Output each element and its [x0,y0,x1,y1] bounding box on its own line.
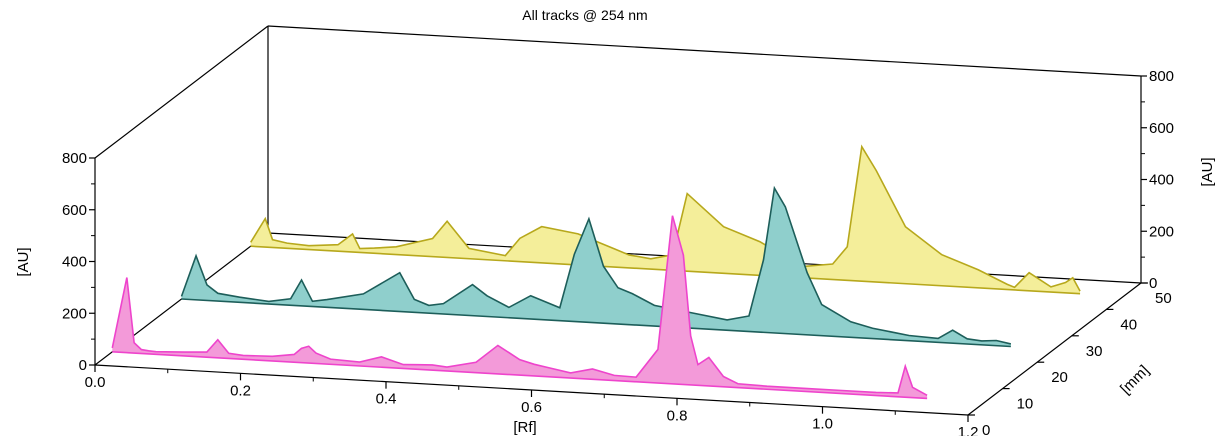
x-tick-label: 0.8 [667,407,688,424]
top-left-depth-line [94,25,269,159]
y-axis-label-left: [AU] [15,247,32,276]
z-tick-label: 40 [1120,316,1137,333]
series-baseline [250,245,1081,295]
y-tick-label-right: 600 [1149,120,1174,137]
series-layer [111,144,1081,400]
z-tick-label: 50 [1155,290,1172,307]
y-tick-label-right: 800 [1149,68,1174,85]
x-tick-label: 0.4 [376,391,397,408]
x-tick-label: 0.0 [85,374,106,391]
y-tick-label-left: 0 [79,357,87,374]
y-tick-label-right: 0 [1149,275,1157,292]
series-line [250,144,1081,292]
y-tick-label-right: 200 [1149,223,1174,240]
z-tick-label: 20 [1051,369,1068,386]
x-tick-label: 0.6 [521,399,542,416]
y-axis-label-right: [AU] [1199,157,1216,186]
y-tick-label-right: 400 [1149,172,1174,189]
y-tick-label-left: 400 [62,254,87,271]
z-tick-label: 0 [982,422,990,436]
series-line [111,215,928,397]
z-tick-label: 10 [1017,396,1034,413]
z-axis [967,282,1142,416]
series-baseline [181,298,1011,348]
series-area [250,146,1081,294]
series-line [180,185,1012,345]
x-tick-label: 0.2 [230,382,251,399]
chart-title: All tracks @ 254 nm [522,7,647,23]
x-tick-label: 1.2 [958,424,979,436]
ticks-layer: 0.0 0.2 0.4 0.6 0.8 1.0 1.20200400600800020040… [62,68,1174,436]
series-baseline [112,351,928,400]
x-axis-label: [Rf] [513,419,536,436]
y-tick-label-left: 600 [62,202,87,219]
x-tick-label: 1.0 [812,416,833,433]
series-area [181,188,1011,347]
z-axis-label: [mm] [1117,362,1153,398]
y-tick-label-left: 200 [62,305,87,322]
series-area [112,215,928,399]
back-top-line [267,25,1142,77]
y-tick-label-left: 800 [62,150,87,167]
z-tick-label: 30 [1086,343,1103,360]
